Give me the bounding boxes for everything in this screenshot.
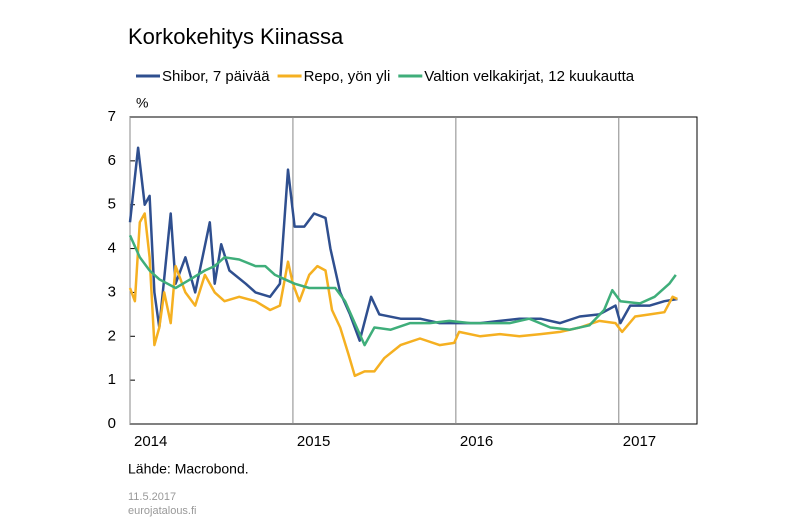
y-tick-label: 0: [108, 415, 116, 432]
y-tick-label: 2: [108, 327, 116, 344]
y-tick-label: 6: [108, 152, 116, 169]
x-tick-label: 2016: [460, 433, 493, 450]
series-line: [128, 146, 678, 342]
legend-label: Shibor, 7 päivää: [162, 68, 270, 85]
source: Lähde: Macrobond.: [128, 461, 249, 477]
y-axis-unit: %: [136, 95, 148, 111]
plot-frame: [129, 116, 698, 425]
x-tick-label: 2015: [297, 433, 330, 450]
y-tick-label: 1: [108, 371, 116, 388]
y-tick-label: 3: [108, 283, 116, 300]
x-tick-label: 2017: [623, 433, 656, 450]
chart-title: Korkokehitys Kiinassa: [128, 24, 344, 49]
y-tick-label: 4: [108, 240, 116, 257]
y-tick-label: 7: [108, 108, 116, 125]
date: 11.5.2017: [128, 491, 176, 503]
y-tick-label: 5: [108, 196, 116, 213]
legend-label: Valtion velkakirjat, 12 kuukautta: [424, 68, 634, 85]
series-line: [128, 234, 677, 347]
legend-label: Repo, yön yli: [304, 68, 391, 85]
x-tick-label: 2014: [134, 433, 167, 450]
site: eurojatalous.fi: [128, 505, 197, 517]
